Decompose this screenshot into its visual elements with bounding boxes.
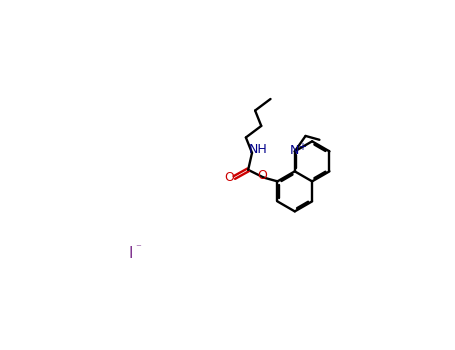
Text: N: N: [290, 144, 299, 157]
Text: I: I: [129, 246, 133, 261]
Text: +: +: [298, 142, 306, 152]
Text: O: O: [224, 171, 234, 184]
Text: ⁻: ⁻: [135, 243, 141, 253]
Text: NH: NH: [249, 143, 268, 156]
Text: O: O: [257, 169, 267, 182]
